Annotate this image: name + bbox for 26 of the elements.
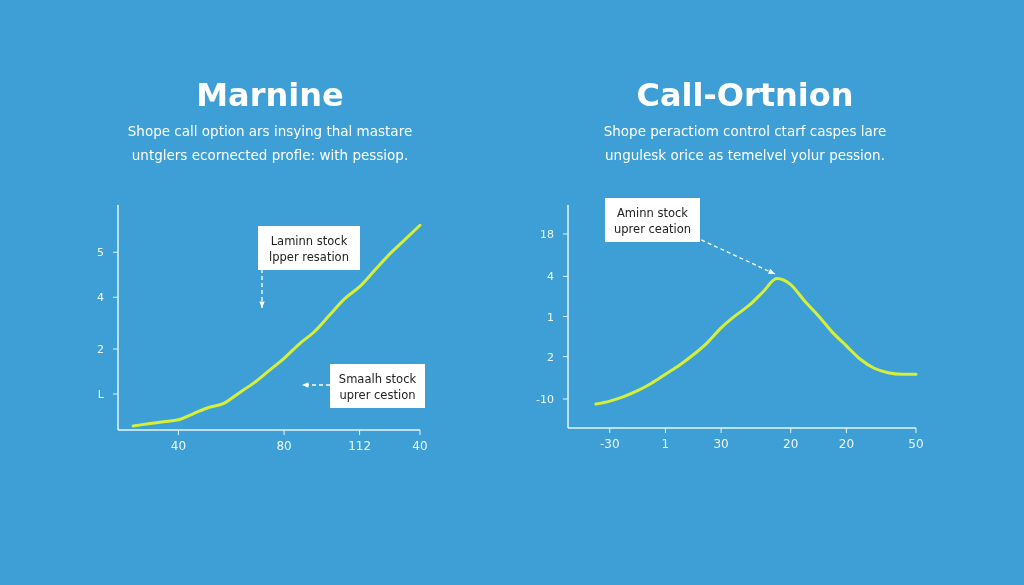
text: 4 (97, 291, 104, 305)
text: 5 (97, 246, 104, 260)
chart-title: Marnine (196, 76, 344, 114)
chart-subtitle: Shope peractiom control ctarf caspes lare ungulesk orice as temelvel yolur pession. (603, 123, 887, 163)
x-tick-label: 1 (661, 437, 670, 451)
x-tick-label: 20 (783, 437, 799, 451)
text: 1 (547, 310, 554, 324)
text: 4 (547, 270, 554, 284)
annotation: Smaalh stock uprer cestion (338, 372, 417, 402)
text: Aminn stock uprer ceation (614, 206, 691, 236)
x-tick-label: -30 (599, 437, 620, 451)
text: L (97, 388, 105, 401)
text: -10 (536, 393, 554, 407)
x-tick-label: 40 (170, 439, 187, 453)
text: 18 (540, 227, 554, 241)
x-tick-label: 50 (908, 437, 924, 451)
chart-title: Call-Ortnion (636, 76, 854, 114)
text: 2 (547, 350, 554, 364)
x-tick-label: 80 (276, 439, 292, 453)
annotation: Laminn stock lpper resation (269, 234, 349, 264)
chart-subtitle: Shope call option ars insying thal mastare untglers ecornected profle: with pessiop. (127, 123, 413, 163)
x-tick-label: 20 (838, 437, 855, 451)
text: 2 (97, 343, 104, 356)
x-tick-label: 112 (348, 439, 372, 453)
x-tick-label: 30 (713, 437, 729, 451)
x-tick-label: 40 (412, 439, 428, 453)
